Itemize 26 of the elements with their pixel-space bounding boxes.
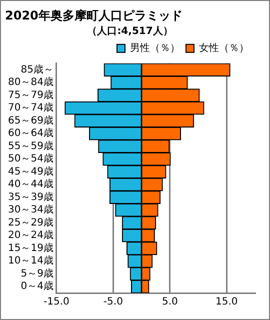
x-tick-label: 15.0 bbox=[216, 296, 238, 308]
y-tick-label: 10～14歳 bbox=[8, 254, 54, 267]
y-tick-label: 70～74歳 bbox=[8, 102, 54, 114]
x-tick-label: -5.0 bbox=[103, 296, 123, 308]
y-tick-label: 15～19歳 bbox=[8, 242, 54, 254]
y-tick-label: 65～69歳 bbox=[8, 114, 54, 126]
y-tick-label: 80～84歳 bbox=[8, 76, 54, 88]
y-tick-label: 45～49歳 bbox=[8, 165, 54, 178]
y-tick-label: 0～4歳 bbox=[20, 280, 54, 292]
y-tick-label: 5～9歳 bbox=[20, 267, 54, 280]
legend-label: 男性（％） bbox=[130, 42, 180, 54]
x-tick-label: -15.0 bbox=[44, 296, 70, 308]
y-tick-label: 50～54歳 bbox=[8, 152, 54, 165]
y-tick-label: 35～39歳 bbox=[8, 190, 54, 203]
y-tick-label: 40～44歳 bbox=[8, 178, 54, 190]
y-tick-label: 55～59歳 bbox=[8, 140, 54, 152]
x-tick-label: 5.0 bbox=[162, 296, 178, 308]
y-tick-label: 25～29歳 bbox=[8, 216, 54, 228]
chart-title: 2020年奥多摩町人口ピラミッド bbox=[5, 8, 182, 22]
y-tick-label: 85歳～ bbox=[20, 63, 54, 76]
y-tick-label: 30～34歳 bbox=[8, 204, 54, 216]
legend-label: 女性（％） bbox=[199, 42, 249, 54]
y-tick-label: 75～79歳 bbox=[8, 88, 54, 101]
y-tick-label: 20～24歳 bbox=[8, 229, 54, 242]
y-tick-label: 60～64歳 bbox=[8, 127, 54, 140]
chart-subtitle: （人口:4,517人） bbox=[87, 24, 173, 37]
